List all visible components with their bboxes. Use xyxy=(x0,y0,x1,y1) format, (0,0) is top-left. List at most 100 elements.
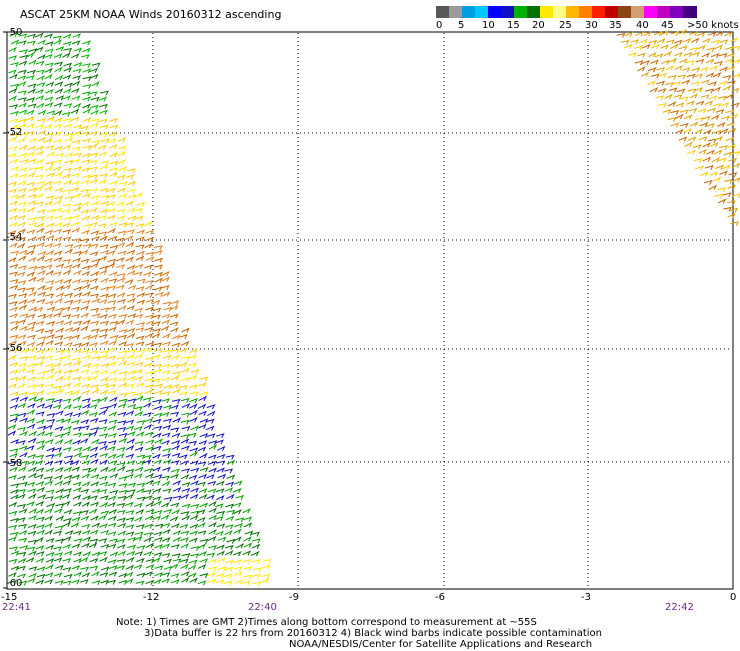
wind-barb xyxy=(17,565,26,571)
wind-barb xyxy=(8,88,18,94)
wind-barb xyxy=(27,171,36,178)
wind-barb xyxy=(45,489,55,495)
wind-barb xyxy=(35,95,45,101)
wind-barb xyxy=(708,95,718,101)
wind-barb xyxy=(154,389,164,396)
wind-barb xyxy=(90,320,100,326)
wind-barb xyxy=(127,168,136,174)
wind-barb xyxy=(81,270,91,277)
wind-barb xyxy=(80,279,90,285)
wind-barb xyxy=(73,250,83,256)
wind-barb xyxy=(701,115,711,121)
wind-barb xyxy=(90,427,100,433)
wind-barb xyxy=(171,468,180,474)
wind-barb xyxy=(142,412,152,418)
wind-barb xyxy=(64,243,74,249)
wind-barb xyxy=(90,529,99,535)
wind-barb xyxy=(26,347,36,353)
note-line-3: NOAA/NESDIS/Center for Satellite Applica… xyxy=(289,639,593,650)
wind-barb xyxy=(26,501,35,507)
wind-barb xyxy=(125,319,135,325)
wind-barb xyxy=(719,145,729,151)
wind-barb xyxy=(8,558,18,564)
wind-barb xyxy=(208,444,218,450)
wind-barb xyxy=(17,557,27,564)
wind-barb xyxy=(189,451,198,457)
wind-barb xyxy=(109,321,119,326)
wind-barb xyxy=(107,194,116,200)
wind-barb xyxy=(179,523,189,530)
wind-barb xyxy=(54,494,63,501)
legend-swatch xyxy=(488,6,502,18)
wind-barb xyxy=(98,269,108,276)
wind-barb xyxy=(35,150,44,156)
wind-barb xyxy=(82,243,92,249)
wind-barb xyxy=(109,473,119,479)
wind-barb xyxy=(251,543,261,549)
wind-barb xyxy=(181,487,191,493)
wind-barb xyxy=(180,493,190,499)
wind-barb xyxy=(81,159,91,165)
wind-barb xyxy=(707,107,717,113)
wind-barb xyxy=(233,528,242,534)
wind-barb xyxy=(136,572,146,578)
wind-barb xyxy=(70,522,80,528)
wind-barb xyxy=(125,517,135,523)
wind-barb xyxy=(64,292,73,298)
wind-barb xyxy=(697,44,706,51)
wind-barb xyxy=(82,145,92,151)
wind-barb xyxy=(145,501,155,507)
wind-barb xyxy=(727,200,736,206)
wind-barb xyxy=(181,577,190,583)
wind-barb xyxy=(714,44,723,50)
wind-barb xyxy=(206,494,215,500)
wind-barb xyxy=(699,121,709,128)
wind-barb xyxy=(117,544,126,550)
wind-barb xyxy=(151,299,161,305)
wind-barb xyxy=(126,189,136,195)
wind-barb xyxy=(55,327,65,333)
wind-barb xyxy=(701,79,710,85)
legend-swatch xyxy=(670,6,684,18)
wind-barb xyxy=(91,551,101,557)
wind-barb xyxy=(9,313,19,319)
wind-barb xyxy=(81,398,91,404)
wind-barb xyxy=(44,96,54,102)
wind-barb xyxy=(10,517,19,523)
wind-barb xyxy=(27,402,36,409)
wind-barb xyxy=(117,150,126,157)
wind-barb xyxy=(71,334,81,340)
wind-barb xyxy=(100,201,110,207)
wind-barb xyxy=(107,389,117,395)
wind-barb xyxy=(170,427,180,433)
wind-barb xyxy=(117,137,127,143)
wind-barb xyxy=(108,419,118,425)
wind-barb xyxy=(62,580,72,586)
wind-barb xyxy=(35,216,45,221)
wind-barb xyxy=(707,31,717,37)
wind-barb xyxy=(640,71,650,78)
wind-barb xyxy=(61,500,71,507)
wind-barb xyxy=(216,494,225,501)
wind-barb xyxy=(136,229,146,235)
wind-barb xyxy=(36,180,46,186)
wind-barb xyxy=(99,320,109,326)
wind-barb xyxy=(717,95,727,101)
wind-barb xyxy=(172,495,182,501)
wind-barb xyxy=(135,223,145,229)
wind-barb xyxy=(62,167,72,173)
wind-barb xyxy=(89,174,99,180)
wind-barb xyxy=(35,265,45,271)
wind-barb xyxy=(107,495,117,501)
wind-barb xyxy=(8,501,18,508)
wind-barb xyxy=(10,325,19,331)
wind-barb xyxy=(107,543,117,549)
wind-barb xyxy=(91,473,100,479)
wind-barb xyxy=(80,578,89,585)
wind-barb xyxy=(108,278,118,284)
wind-barb xyxy=(160,514,170,520)
wind-barb xyxy=(224,468,234,474)
wind-barb xyxy=(731,162,740,169)
wind-barb xyxy=(135,580,145,586)
wind-barb xyxy=(108,271,118,277)
